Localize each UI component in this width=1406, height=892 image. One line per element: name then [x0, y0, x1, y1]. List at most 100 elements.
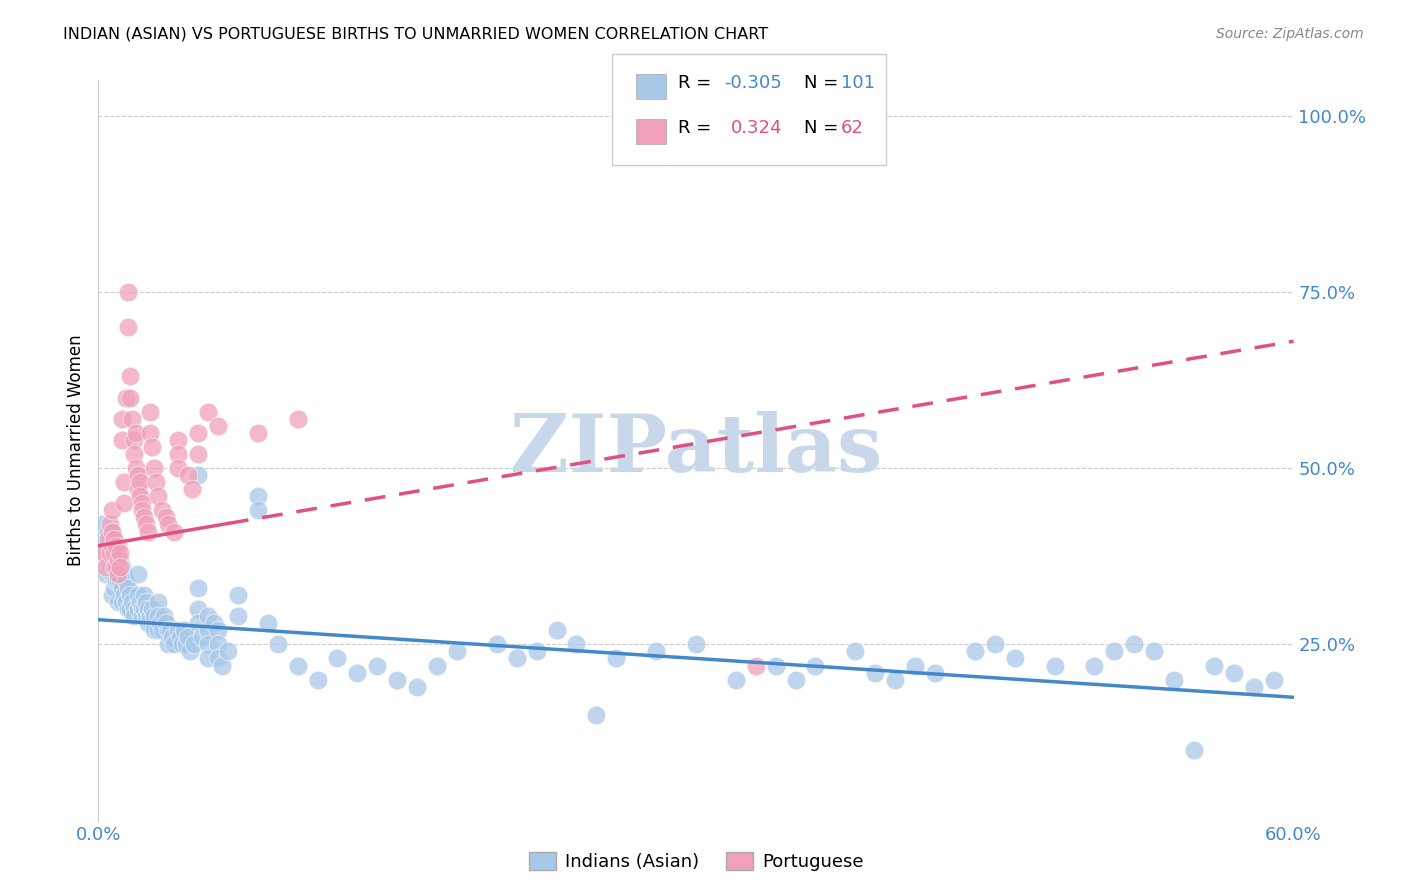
Text: Source: ZipAtlas.com: Source: ZipAtlas.com [1216, 27, 1364, 41]
Point [103, 546, 125, 560]
Point [174, 637, 197, 651]
Point [98, 546, 122, 560]
Point [105, 559, 128, 574]
Point [105, 574, 128, 588]
Point [187, 425, 209, 440]
Point [134, 602, 156, 616]
Point [167, 447, 190, 461]
Text: N =: N = [804, 74, 844, 92]
Text: -0.305: -0.305 [724, 74, 782, 92]
Point [187, 468, 209, 483]
Point [645, 644, 668, 658]
Point [101, 503, 124, 517]
Point [143, 609, 166, 624]
Point [804, 658, 827, 673]
Point [136, 616, 159, 631]
Point [526, 644, 548, 658]
Point [111, 581, 134, 595]
Point [97, 524, 120, 539]
Point [98, 539, 122, 553]
Text: INDIAN (ASIAN) VS PORTUGUESE BIRTHS TO UNMARRIED WOMEN CORRELATION CHART: INDIAN (ASIAN) VS PORTUGUESE BIRTHS TO U… [63, 27, 769, 42]
Point [135, 517, 157, 532]
Point [160, 630, 183, 644]
Point [125, 461, 148, 475]
Point [197, 609, 219, 624]
Point [107, 574, 129, 588]
Point [136, 602, 159, 616]
Point [136, 524, 159, 539]
Point [97, 553, 120, 567]
Point [101, 524, 124, 539]
Point [115, 595, 138, 609]
Point [105, 539, 128, 553]
Point [97, 532, 120, 546]
Point [103, 581, 125, 595]
Point [127, 588, 149, 602]
Point [177, 468, 200, 483]
Point [246, 503, 269, 517]
Point [112, 566, 135, 581]
Point [197, 405, 219, 419]
Point [124, 609, 146, 624]
Point [96, 546, 118, 560]
Point [143, 624, 166, 638]
Point [103, 532, 125, 546]
Point [149, 616, 172, 631]
Point [157, 637, 180, 651]
Point [148, 609, 170, 624]
Point [585, 707, 607, 722]
Point [131, 609, 153, 624]
Point [1123, 637, 1146, 651]
Point [127, 468, 149, 483]
Point [211, 658, 233, 673]
Point [129, 475, 152, 490]
Point [426, 658, 449, 673]
Point [1223, 665, 1246, 680]
Point [125, 425, 148, 440]
Point [143, 461, 166, 475]
Point [117, 602, 139, 616]
Point [110, 559, 132, 574]
Point [120, 391, 142, 405]
Point [110, 546, 132, 560]
Point [120, 369, 142, 384]
Point [217, 644, 239, 658]
Point [179, 644, 201, 658]
Point [131, 602, 153, 616]
Point [181, 482, 204, 496]
Point [346, 665, 368, 680]
Point [1202, 658, 1225, 673]
Point [139, 405, 162, 419]
Point [120, 602, 142, 616]
Point [1243, 680, 1265, 694]
Point [103, 566, 125, 581]
Point [1163, 673, 1185, 687]
Point [96, 566, 118, 581]
Text: ZIPatlas: ZIPatlas [510, 411, 882, 490]
Point [605, 651, 627, 665]
Point [148, 595, 170, 609]
Point [1043, 658, 1066, 673]
Point [163, 524, 186, 539]
Point [904, 658, 927, 673]
Point [385, 673, 409, 687]
Point [745, 658, 768, 673]
Point [197, 624, 219, 638]
Point [107, 553, 129, 567]
Point [406, 680, 429, 694]
Point [134, 588, 156, 602]
Point [124, 447, 146, 461]
Point [506, 651, 529, 665]
Point [963, 644, 986, 658]
Point [724, 673, 747, 687]
Y-axis label: Births to Unmarried Women: Births to Unmarried Women [66, 334, 84, 566]
Point [172, 637, 194, 651]
Point [207, 624, 229, 638]
Point [157, 624, 180, 638]
Point [256, 616, 278, 631]
Point [105, 546, 128, 560]
Point [865, 665, 887, 680]
Point [287, 411, 309, 425]
Point [157, 517, 180, 532]
Point [197, 637, 219, 651]
